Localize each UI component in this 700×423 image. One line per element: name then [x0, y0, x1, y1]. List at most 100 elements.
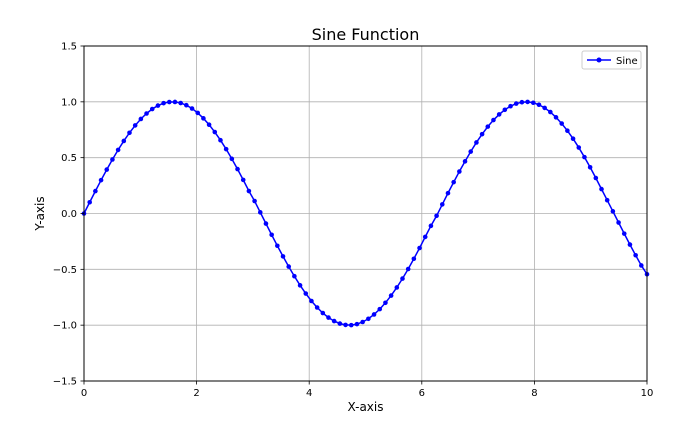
data-point [104, 167, 110, 172]
data-point [599, 186, 604, 192]
data-point [411, 256, 417, 262]
x-tick-label: 4 [306, 388, 312, 399]
data-point [246, 188, 252, 194]
data-point [400, 276, 405, 281]
data-point [212, 129, 218, 135]
data-point [616, 220, 621, 225]
axis-ticks: 0 2 4 6 8 10 −1.5 −1.0 −0.5 0.0 0.5 1.0 1.5 [53, 42, 654, 400]
data-point [508, 103, 513, 109]
data-point [161, 100, 166, 106]
data-point [303, 291, 309, 296]
data-point [621, 231, 627, 236]
data-point [559, 121, 565, 126]
legend-box [581, 50, 642, 70]
data-point [252, 198, 257, 204]
y-tick-label: 1.5 [61, 42, 77, 53]
data-point [292, 273, 297, 279]
data-point [513, 101, 519, 106]
x-tick-label: 0 [81, 388, 87, 399]
y-tick-label: 0.5 [61, 153, 77, 164]
data-point [110, 157, 115, 162]
data-point [627, 242, 633, 247]
y-tick-label: −1.5 [53, 377, 77, 388]
data-point [87, 199, 92, 205]
data-point [525, 99, 530, 105]
data-point [639, 263, 644, 268]
data-point [269, 232, 274, 238]
data-point [457, 169, 462, 174]
data-point [263, 221, 269, 226]
data-point [331, 318, 337, 324]
data-point [371, 312, 377, 317]
data-point [127, 130, 132, 136]
data-point [275, 243, 280, 249]
data-point [530, 100, 536, 106]
data-point [337, 321, 343, 326]
data-point [548, 109, 553, 115]
x-tick-label: 8 [531, 388, 537, 399]
y-tick-label: 0.0 [61, 209, 77, 220]
y-tick-label: 1.0 [61, 97, 77, 108]
data-point [479, 131, 485, 137]
data-point [593, 175, 599, 181]
data-point [184, 102, 189, 108]
data-point [394, 285, 400, 290]
y-tick-label: −1.0 [53, 321, 77, 332]
data-point [144, 111, 149, 116]
data-point [576, 145, 582, 150]
data-point [587, 164, 593, 170]
data-point [502, 107, 508, 113]
data-point [240, 177, 246, 183]
data-point [343, 322, 348, 328]
data-point [360, 319, 365, 325]
data-point [388, 293, 394, 298]
data-point [633, 252, 638, 258]
data-point [519, 99, 525, 105]
data-point [491, 117, 496, 123]
data-point [155, 103, 161, 108]
data-point [439, 202, 445, 207]
data-point [189, 106, 195, 111]
data-point [320, 310, 326, 316]
x-tick-label: 6 [419, 388, 425, 399]
data-point [195, 110, 201, 116]
data-point [229, 156, 235, 162]
data-point [166, 99, 172, 105]
data-point [93, 188, 98, 194]
data-point [428, 223, 434, 229]
data-point [98, 177, 104, 183]
x-axis-label: X-axis [348, 400, 384, 414]
legend-label-sine: Sine [616, 56, 638, 67]
data-point [235, 166, 240, 172]
data-point [485, 124, 491, 129]
data-point [115, 147, 121, 153]
data-point [172, 99, 178, 105]
data-point [206, 122, 212, 128]
data-point [138, 116, 144, 122]
data-point [434, 213, 439, 219]
data-point [314, 305, 320, 310]
x-tick-label: 2 [193, 388, 199, 399]
data-point [468, 149, 474, 154]
data-point [132, 123, 138, 128]
data-point [610, 209, 616, 214]
y-axis-label: Y-axis [33, 196, 47, 231]
x-tick-label: 10 [641, 388, 654, 399]
data-point [326, 315, 331, 320]
data-point [223, 146, 229, 152]
data-point [348, 322, 354, 328]
data-point [309, 298, 314, 304]
data-point [553, 115, 559, 120]
data-point [422, 234, 428, 240]
data-point [582, 154, 587, 160]
data-point [405, 266, 411, 272]
data-point [417, 245, 422, 251]
data-point [496, 112, 502, 117]
data-point [286, 264, 292, 269]
data-point [354, 321, 360, 327]
data-point [565, 128, 570, 133]
data-point [178, 100, 183, 106]
data-point [377, 306, 383, 312]
data-point [366, 316, 371, 322]
